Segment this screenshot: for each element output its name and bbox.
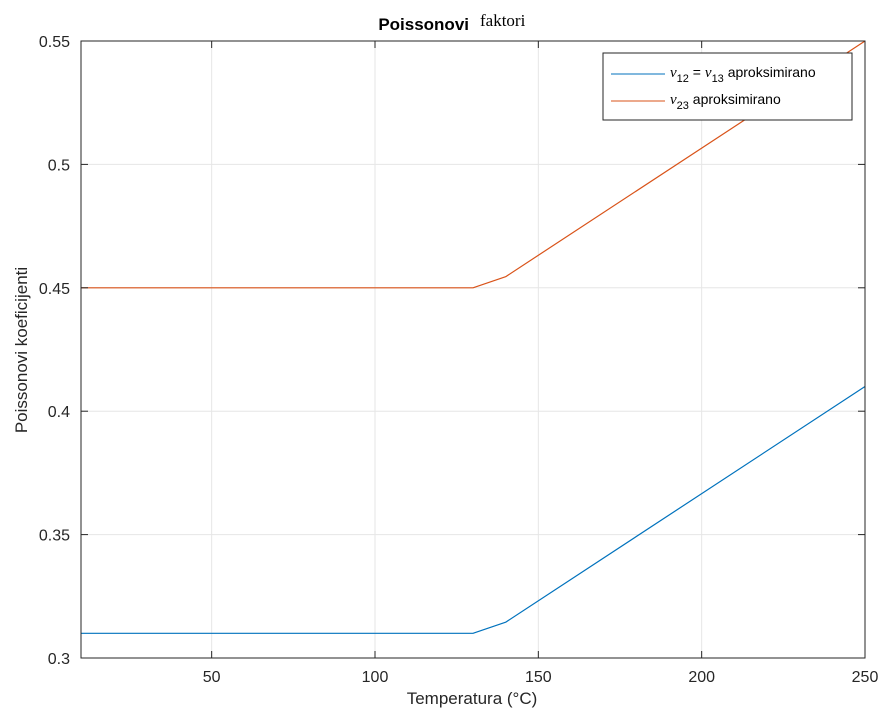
legend: ν12 = ν13 aproksimirano ν23 aproksimiran… (602, 52, 853, 121)
y-tick-label-4: 0.5 (48, 157, 70, 174)
y-tick-label-3: 0.45 (39, 281, 70, 298)
legend-entry-2: ν23 aproksimirano (611, 91, 781, 112)
series-line-1 (81, 386, 866, 634)
plot-area (81, 41, 865, 658)
axes-box (80, 40, 866, 659)
y-tick-label-1: 0.35 (39, 528, 70, 545)
y-axis-label: Poissonovi koeficijenti (12, 267, 31, 433)
x-tick-label-1: 100 (362, 669, 389, 686)
chart-title-suffix: faktori (480, 11, 526, 30)
y-tick-label-0: 0.3 (48, 651, 70, 668)
x-tick-label-4: 250 (852, 669, 879, 686)
y-tick-label-5: 0.55 (39, 34, 70, 51)
x-axis-label: Temperatura (°C) (407, 689, 538, 708)
ticks: 50 100 150 200 250 0.3 0.35 0.4 0.45 0.5 0.55 (39, 34, 879, 686)
chart-title: Poissonovi (378, 15, 469, 34)
series-line-2 (81, 40, 866, 289)
legend-box (602, 52, 853, 121)
legend-label-1: ν12 = ν13 aproksimirano (670, 64, 816, 85)
series-layer (81, 40, 866, 634)
x-tick-label-3: 200 (688, 669, 715, 686)
legend-entry-1: ν12 = ν13 aproksimirano (611, 64, 816, 85)
y-tick-label-2: 0.4 (48, 404, 70, 421)
x-tick-label-0: 50 (203, 669, 221, 686)
legend-label-2: ν23 aproksimirano (670, 91, 781, 112)
x-tick-label-2: 150 (525, 669, 552, 686)
